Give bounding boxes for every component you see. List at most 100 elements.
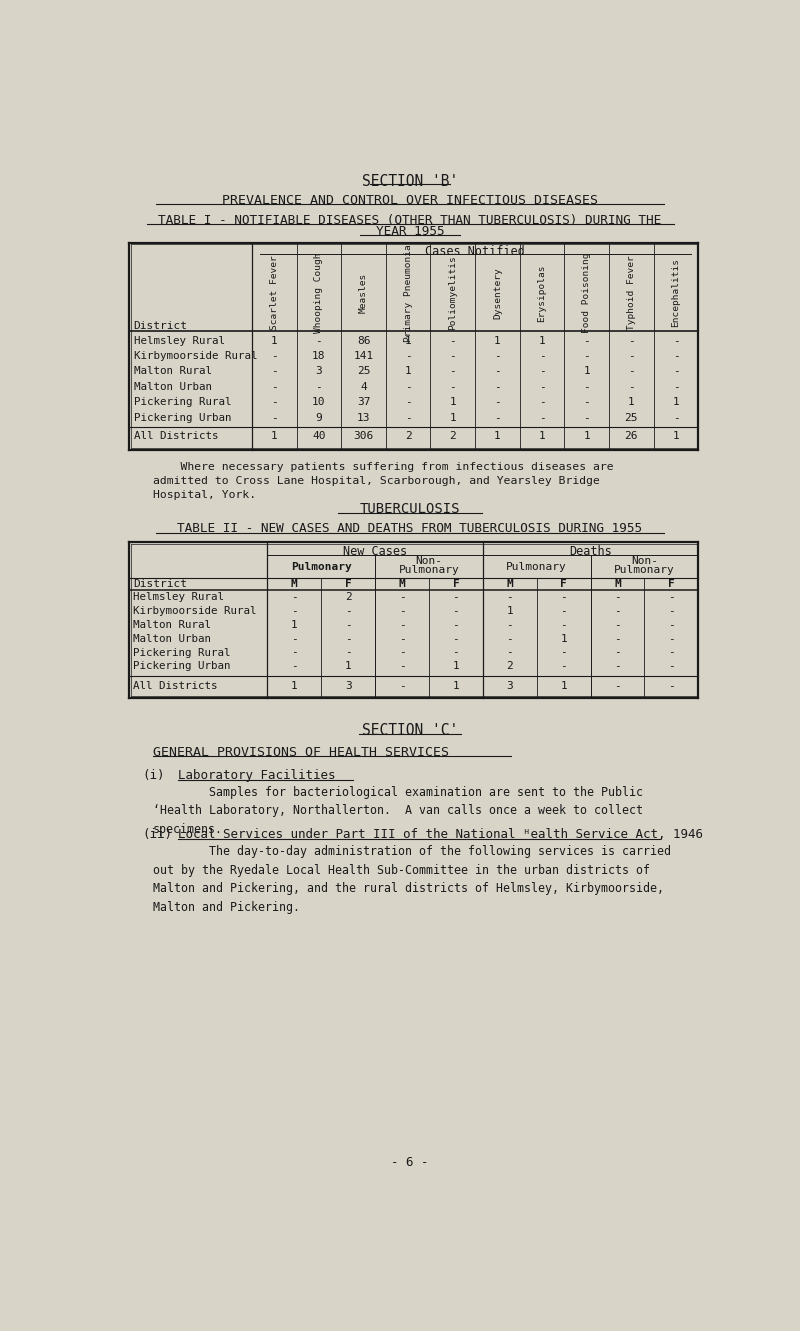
Text: -: - — [345, 606, 351, 616]
Text: Local Services under Part III of the National ᴴealth Service Act, 1946: Local Services under Part III of the Nat… — [178, 828, 702, 841]
Text: Measles: Measles — [359, 273, 368, 313]
Text: -: - — [271, 413, 278, 423]
Text: -: - — [583, 413, 590, 423]
Text: -: - — [405, 351, 411, 361]
Text: -: - — [398, 620, 406, 630]
Text: -: - — [538, 397, 546, 407]
Text: -: - — [494, 397, 501, 407]
Text: All Districts: All Districts — [134, 431, 218, 442]
Text: -: - — [453, 592, 459, 602]
Text: - 6 -: - 6 - — [391, 1157, 429, 1169]
Text: 3: 3 — [315, 366, 322, 377]
Text: YEAR 1955: YEAR 1955 — [376, 225, 444, 238]
Text: -: - — [583, 382, 590, 391]
Text: M: M — [614, 579, 621, 590]
Text: -: - — [453, 620, 459, 630]
Text: 1: 1 — [450, 397, 456, 407]
Text: -: - — [614, 620, 621, 630]
Text: -: - — [453, 647, 459, 658]
Text: 1: 1 — [560, 680, 567, 691]
Text: -: - — [668, 620, 674, 630]
Text: All Districts: All Districts — [134, 680, 218, 691]
Text: SECTION 'C': SECTION 'C' — [362, 723, 458, 737]
Text: -: - — [315, 335, 322, 346]
Text: -: - — [315, 382, 322, 391]
Text: F: F — [668, 579, 674, 590]
Text: Where necessary patients suffering from infectious diseases are
admitted to Cros: Where necessary patients suffering from … — [153, 462, 614, 500]
Text: 1: 1 — [291, 680, 298, 691]
Text: PREVALENCE AND CONTROL OVER INFECTIOUS DISEASES: PREVALENCE AND CONTROL OVER INFECTIOUS D… — [222, 193, 598, 206]
Text: Samples for bacteriological examination are sent to the Public
‘Health Laborator: Samples for bacteriological examination … — [153, 785, 642, 836]
Text: -: - — [614, 606, 621, 616]
Text: Pulmonary: Pulmonary — [506, 562, 567, 572]
Text: -: - — [628, 366, 634, 377]
Text: -: - — [538, 351, 546, 361]
Text: -: - — [583, 335, 590, 346]
Text: M: M — [291, 579, 298, 590]
Text: -: - — [291, 606, 298, 616]
Text: -: - — [614, 634, 621, 644]
Text: TUBERCULOSIS: TUBERCULOSIS — [360, 502, 460, 516]
Text: -: - — [560, 592, 567, 602]
Text: -: - — [668, 606, 674, 616]
Text: -: - — [538, 366, 546, 377]
Text: -: - — [405, 397, 411, 407]
Text: -: - — [398, 634, 406, 644]
Text: -: - — [271, 397, 278, 407]
Text: (i): (i) — [142, 769, 165, 781]
Text: -: - — [583, 351, 590, 361]
Text: 1: 1 — [628, 397, 634, 407]
Text: 2: 2 — [345, 592, 351, 602]
Text: Dysentery: Dysentery — [493, 268, 502, 319]
Text: 1: 1 — [271, 431, 278, 442]
Text: 13: 13 — [357, 413, 370, 423]
Text: 1: 1 — [453, 680, 459, 691]
Text: Laboratory Facilities: Laboratory Facilities — [178, 769, 335, 781]
Text: F: F — [453, 579, 459, 590]
Text: -: - — [560, 662, 567, 671]
Text: Encephalitis: Encephalitis — [671, 258, 681, 327]
Text: 1: 1 — [673, 431, 679, 442]
Text: -: - — [628, 351, 634, 361]
Text: Malton Urban: Malton Urban — [134, 382, 212, 391]
Text: Pickering Rural: Pickering Rural — [134, 647, 231, 658]
Text: Poliomyelitis: Poliomyelitis — [448, 256, 458, 330]
Text: -: - — [668, 634, 674, 644]
Text: Pulmonary: Pulmonary — [398, 566, 459, 575]
Text: -: - — [494, 351, 501, 361]
Text: TABLE I - NOTIFIABLE DISEASES (OTHER THAN TUBERCULOSIS) DURING THE: TABLE I - NOTIFIABLE DISEASES (OTHER THA… — [158, 213, 662, 226]
Text: 9: 9 — [315, 413, 322, 423]
Text: -: - — [453, 606, 459, 616]
Text: -: - — [450, 382, 456, 391]
Text: 3: 3 — [345, 680, 351, 691]
Text: -: - — [614, 680, 621, 691]
Text: -: - — [271, 351, 278, 361]
Text: -: - — [405, 382, 411, 391]
Text: -: - — [398, 647, 406, 658]
Text: -: - — [398, 662, 406, 671]
Text: 1: 1 — [291, 620, 298, 630]
Text: 10: 10 — [312, 397, 326, 407]
Text: Pickering Urban: Pickering Urban — [134, 413, 232, 423]
Text: 1: 1 — [271, 335, 278, 346]
Text: F: F — [345, 579, 351, 590]
Text: 1: 1 — [405, 366, 411, 377]
Text: -: - — [614, 662, 621, 671]
Text: The day-to-day administration of the following services is carried
out by the Ry: The day-to-day administration of the fol… — [153, 845, 670, 913]
Text: 1: 1 — [345, 662, 351, 671]
Text: Helmsley Rural: Helmsley Rural — [134, 592, 224, 602]
Text: 1: 1 — [538, 431, 546, 442]
Text: 1: 1 — [494, 431, 501, 442]
Text: 141: 141 — [354, 351, 374, 361]
Text: -: - — [614, 592, 621, 602]
Text: 26: 26 — [625, 431, 638, 442]
Text: -: - — [668, 662, 674, 671]
Text: -: - — [506, 592, 513, 602]
Text: -: - — [668, 680, 674, 691]
Text: 3: 3 — [506, 680, 513, 691]
Text: 1: 1 — [560, 634, 567, 644]
Text: Typhoid Fever: Typhoid Fever — [627, 256, 636, 330]
Text: -: - — [506, 647, 513, 658]
Text: -: - — [291, 592, 298, 602]
Text: Non-: Non- — [631, 556, 658, 566]
